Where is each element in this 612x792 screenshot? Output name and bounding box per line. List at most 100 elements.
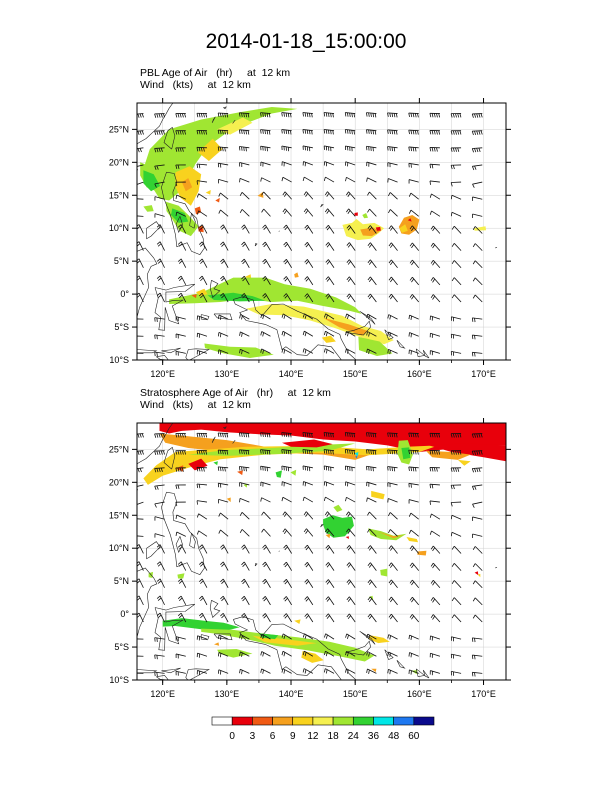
barb-feather: [347, 449, 349, 454]
barb-shaft: [302, 145, 313, 149]
barb-feather: [452, 450, 455, 455]
barb-feather: [325, 579, 329, 583]
wind-barb: [196, 129, 208, 135]
barb-feather: [283, 293, 287, 297]
barb-feather: [178, 277, 183, 281]
wind-barb: [408, 634, 419, 641]
barb-shaft: [264, 613, 271, 623]
barb-feather: [290, 433, 292, 438]
barb-feather: [330, 113, 332, 118]
wind-barb: [196, 112, 208, 118]
barb-feather: [281, 331, 284, 336]
barb-feather: [242, 597, 246, 602]
barb-feather: [154, 130, 157, 136]
barb-feather: [285, 129, 288, 135]
barb-feather: [346, 613, 350, 618]
field-region: [275, 470, 282, 478]
barb-feather: [221, 294, 225, 299]
barb-feather: [156, 485, 159, 490]
field-region: [325, 533, 331, 539]
wind-barb: [302, 449, 313, 455]
barb-feather: [305, 260, 309, 265]
barb-shaft: [472, 181, 483, 185]
barb-feather: [217, 112, 220, 118]
barb-shaft: [391, 293, 398, 303]
barb-shaft: [325, 330, 335, 337]
barb-feather: [472, 243, 476, 248]
wind-barb: [346, 191, 356, 200]
barb-shaft: [243, 276, 250, 286]
barb-feather: [410, 130, 413, 135]
barb-feather: [450, 532, 453, 537]
field-region: [171, 208, 189, 223]
field-region: [159, 423, 506, 452]
barb-feather: [178, 580, 183, 584]
barb-feather: [393, 467, 396, 472]
barb-shaft: [159, 612, 165, 623]
wind-barb: [156, 292, 165, 303]
barb-feather: [368, 615, 373, 620]
barb-feather: [241, 258, 245, 263]
barb-feather: [478, 467, 481, 472]
barb-feather: [390, 581, 394, 586]
barb-shaft: [175, 636, 186, 640]
wind-barb: [154, 196, 165, 201]
barb-feather: [328, 449, 330, 455]
barb-feather: [243, 450, 245, 455]
barb-shaft: [388, 331, 398, 337]
barb-feather: [367, 191, 370, 196]
barb-feather: [330, 130, 332, 135]
barb-shaft: [159, 275, 165, 286]
wind-barb: [218, 192, 229, 200]
barb-feather: [388, 242, 392, 247]
barb-shaft: [345, 432, 356, 434]
barb-shaft: [307, 596, 314, 606]
barb-feather: [219, 433, 222, 438]
barb-shaft: [349, 259, 356, 268]
barb-feather: [367, 511, 370, 516]
coastline: [254, 242, 258, 247]
barb-feather: [325, 259, 329, 263]
barb-feather: [205, 130, 208, 135]
wind-barb: [451, 294, 462, 303]
barb-shaft: [451, 350, 462, 354]
barb-feather: [372, 433, 375, 438]
barb-shaft: [180, 561, 187, 571]
barb-feather: [245, 113, 248, 118]
barb-feather: [366, 112, 368, 117]
wind-barb: [196, 466, 207, 472]
barb-feather: [221, 563, 225, 567]
barb-feather: [367, 613, 371, 618]
barb-shaft: [408, 466, 419, 469]
wind-barb: [137, 215, 144, 217]
wind-barb: [408, 179, 419, 184]
wind-barb: [387, 178, 398, 183]
barb-feather: [474, 318, 476, 323]
barb-feather: [243, 467, 245, 472]
barb-feather: [196, 530, 200, 535]
wind-barb: [137, 484, 144, 491]
field-region: [323, 317, 368, 336]
barb-feather: [205, 113, 208, 118]
barb-feather: [199, 561, 203, 565]
barb-feather: [266, 450, 269, 455]
barb-feather: [417, 130, 419, 135]
barb-feather: [219, 467, 222, 472]
barb-feather: [346, 208, 349, 213]
wind-barb: [175, 316, 186, 322]
wind-barb: [409, 579, 420, 588]
barb-feather: [347, 432, 349, 437]
wind-barb: [367, 293, 377, 303]
wind-barb: [217, 669, 229, 675]
barb-feather: [139, 433, 142, 438]
wind-barb: [323, 481, 335, 487]
barb-shaft: [472, 467, 483, 469]
barb-feather: [387, 331, 389, 336]
wind-barb: [262, 293, 271, 303]
barb-shaft: [307, 613, 314, 623]
barb-feather: [177, 484, 180, 489]
barb-feather: [374, 433, 377, 438]
wind-barb: [344, 465, 356, 472]
barb-shaft: [346, 650, 356, 657]
barb-feather: [200, 113, 203, 118]
